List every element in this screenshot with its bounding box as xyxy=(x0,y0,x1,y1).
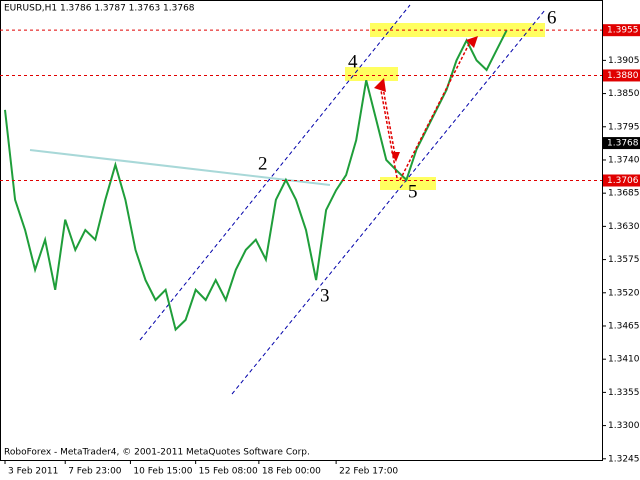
y-tick-label: 1.3685 xyxy=(608,189,640,199)
level-box xyxy=(603,24,640,37)
level-box xyxy=(603,174,640,187)
y-tick-label: 1.3355 xyxy=(608,388,640,398)
arrows xyxy=(379,41,471,181)
wave-label: 3 xyxy=(320,285,330,306)
level-box xyxy=(603,69,640,82)
plot-frame xyxy=(0,0,603,461)
arrow-heads xyxy=(374,36,478,162)
channel-line xyxy=(231,9,546,395)
footer: RoboForex - MetaTrader4, © 2001-2011 Met… xyxy=(4,448,310,458)
x-tick-label: 18 Feb 00:00 xyxy=(262,467,321,477)
y-tick-label: 1.3245 xyxy=(608,454,640,464)
x-tick-label: 7 Feb 23:00 xyxy=(68,467,122,477)
y-tick-label: 1.3630 xyxy=(608,222,640,232)
price-line xyxy=(4,29,508,332)
y-tick-label: 1.3410 xyxy=(608,355,640,365)
y-tick-label: 1.3300 xyxy=(608,421,640,431)
channel-line xyxy=(139,4,411,341)
y-tick-label: 1.3575 xyxy=(608,255,640,265)
highlight xyxy=(345,67,398,81)
y-tick-label: 1.3795 xyxy=(608,122,640,132)
x-tick-label: 22 Feb 17:00 xyxy=(339,467,398,477)
x-tick-label: 10 Feb 15:00 xyxy=(133,467,192,477)
x-tick-label: 3 Feb 2011 xyxy=(8,467,58,477)
x-tick-label: 15 Feb 08:00 xyxy=(199,467,258,477)
trend-line xyxy=(29,149,331,186)
level-label: 1.3955 xyxy=(607,26,639,36)
chart-title: EURUSD,H1 1.3786 1.3787 1.3763 1.3768 xyxy=(4,4,195,14)
level-label: 1.3768 xyxy=(607,139,639,149)
wave-label: 6 xyxy=(547,7,557,28)
y-tick-label: 1.3740 xyxy=(608,155,640,165)
level-label: 1.3706 xyxy=(607,176,639,186)
level-label: 1.3880 xyxy=(607,71,639,81)
wave-label: 2 xyxy=(258,153,268,174)
plot xyxy=(4,29,508,332)
level-box xyxy=(603,137,640,150)
wave-label: 4 xyxy=(348,51,358,72)
y-tick-label: 1.3850 xyxy=(608,89,640,99)
y-tick-label: 1.3465 xyxy=(608,321,640,331)
wave-label: 5 xyxy=(408,181,418,202)
y-tick-label: 1.3520 xyxy=(608,288,640,298)
y-tick-label: 1.3905 xyxy=(608,56,640,66)
